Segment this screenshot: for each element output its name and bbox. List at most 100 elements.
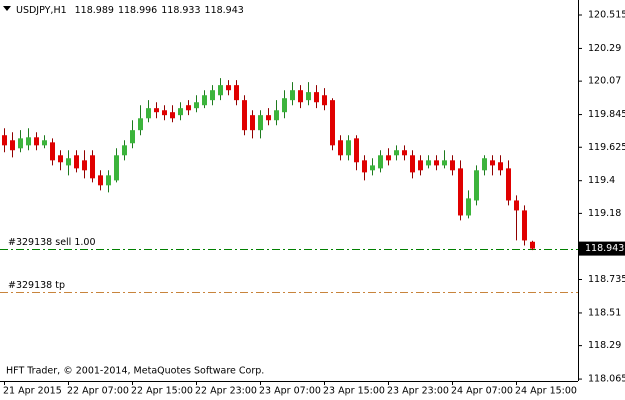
candle-body: [282, 98, 287, 113]
candle-body: [178, 108, 183, 116]
candle-body: [306, 92, 311, 101]
candle-body: [82, 160, 87, 171]
order-label: #329138 tp: [8, 280, 65, 291]
candle-body: [90, 155, 95, 179]
candle-body: [298, 90, 303, 103]
y-tick-label: 118.51: [588, 307, 621, 318]
candle-body: [26, 137, 31, 146]
candle-body: [378, 155, 383, 169]
candle-body: [170, 112, 175, 119]
candle-body: [314, 92, 319, 103]
order-label: #329138 sell 1.00: [8, 237, 96, 248]
candle-body: [530, 241, 535, 249]
symbol: USDJPY,H1: [16, 5, 67, 16]
y-tick-label: 119.845: [588, 109, 625, 120]
candle-body: [34, 137, 39, 146]
x-tick-label: 21 Apr 2015: [3, 386, 62, 397]
candle-body: [114, 155, 119, 181]
candle-body: [450, 160, 455, 171]
candle-body: [522, 210, 527, 241]
x-tick-label: 24 Apr 15:00: [515, 386, 577, 397]
candle-body: [42, 140, 47, 146]
candle-body: [498, 162, 503, 171]
candle-body: [242, 100, 247, 131]
candle-body: [346, 140, 351, 156]
candle-body: [210, 90, 215, 101]
x-tick-label: 23 Apr 15:00: [323, 386, 385, 397]
y-tick-label: 118.29: [588, 340, 621, 351]
candle-body: [194, 102, 199, 109]
y-tick-label: 120.07: [588, 76, 621, 87]
candle-body: [18, 138, 23, 149]
candle-body: [410, 155, 415, 173]
y-tick-label: 118.735: [588, 274, 625, 285]
x-tick-label: 22 Apr 07:00: [67, 386, 129, 397]
candle-body: [10, 140, 15, 151]
low: 118.933: [161, 5, 200, 16]
candle-body: [466, 198, 471, 216]
candle-body: [250, 115, 255, 131]
candle-body: [482, 158, 487, 171]
candle-body: [514, 200, 519, 211]
candle-body: [290, 90, 295, 101]
candle-body: [506, 168, 511, 201]
footer: HFT Trader, © 2001-2014, MetaQuotes Soft…: [6, 366, 264, 377]
candle-body: [138, 118, 143, 131]
candle-body: [58, 155, 63, 163]
candle-body: [226, 85, 231, 91]
candle-body: [474, 170, 479, 201]
candle-body: [66, 158, 71, 166]
candle-body: [50, 142, 55, 161]
candle-body: [330, 100, 335, 146]
x-tick-label: 23 Apr 07:00: [259, 386, 321, 397]
candle-body: [442, 160, 447, 166]
candle-body: [426, 160, 431, 166]
candle-body: [386, 155, 391, 161]
candle-body: [2, 135, 7, 146]
candle-body: [418, 160, 423, 171]
y-tick-label: 120.515: [588, 10, 625, 21]
candle-body: [354, 138, 359, 163]
candle-body: [434, 160, 439, 166]
price-box: [579, 241, 625, 256]
candle-body: [490, 160, 495, 166]
y-tick-label: 118.065: [588, 374, 625, 385]
candle-body: [202, 95, 207, 106]
price-label: 118.943: [585, 243, 624, 254]
candle-body: [162, 110, 167, 116]
y-tick-label: 119.625: [588, 142, 625, 153]
candle-body: [106, 175, 111, 186]
header: USDJPY,H1 118.989 118.996 118.933 118.943: [16, 5, 244, 16]
candle-body: [218, 85, 223, 96]
x-tick-label: 23 Apr 23:00: [387, 386, 449, 397]
candle-body: [370, 165, 375, 171]
candle-body: [394, 150, 399, 156]
candle-body: [258, 115, 263, 131]
candle-body: [98, 175, 103, 186]
candle-body: [186, 105, 191, 111]
y-tick-label: 119.18: [588, 208, 621, 219]
candle-body: [130, 130, 135, 144]
open: 118.989: [75, 5, 114, 16]
candle-body: [146, 108, 151, 119]
candle-body: [338, 140, 343, 156]
candle-body: [362, 160, 367, 173]
candle-body: [234, 85, 239, 101]
candle-body: [274, 110, 279, 121]
y-tick-label: 119.4: [588, 175, 615, 186]
high: 118.996: [118, 5, 157, 16]
menu-arrow[interactable]: [3, 6, 11, 11]
candle-body: [402, 150, 407, 156]
x-tick-label: 22 Apr 15:00: [131, 386, 193, 397]
candle-body: [266, 115, 271, 121]
x-tick-label: 22 Apr 23:00: [195, 386, 257, 397]
x-tick-label: 24 Apr 07:00: [451, 386, 513, 397]
candle-body: [458, 168, 463, 216]
candle-body: [122, 145, 127, 156]
candle-body: [322, 95, 327, 106]
y-tick-label: 120.29: [588, 43, 621, 54]
candle-body: [154, 108, 159, 113]
candle-body: [74, 155, 79, 169]
